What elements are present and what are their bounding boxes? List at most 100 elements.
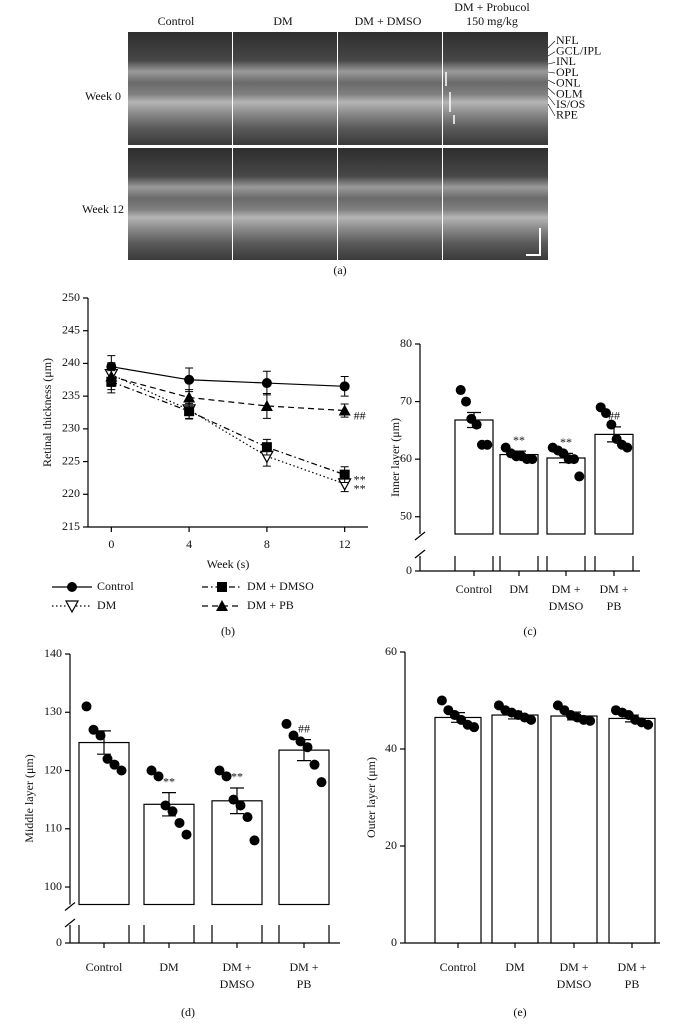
bar (434, 716, 482, 944)
data-point (102, 753, 113, 764)
bar (454, 419, 494, 535)
significance-label: ** (231, 770, 243, 784)
bar (143, 803, 195, 906)
layer-label: INL (556, 54, 576, 68)
data-point (116, 765, 127, 776)
data-point (95, 730, 106, 741)
significance-label: ** (560, 435, 572, 449)
y-tick-label: 0 (391, 935, 397, 949)
legend-marker (64, 600, 80, 614)
layer-label: RPE (556, 108, 578, 122)
y-tick-label: 120 (44, 762, 62, 776)
data-point (242, 812, 253, 823)
layer-leader (547, 51, 556, 57)
legend-item: DM (52, 598, 117, 614)
marker (260, 399, 273, 411)
bar (278, 749, 330, 906)
legend-item: Control (52, 579, 134, 593)
data-point (316, 777, 327, 788)
layer-label: OLM (556, 86, 583, 100)
layer-label: IS/OS (556, 97, 585, 111)
x-tick-label: DM + (289, 960, 318, 974)
panel-caption: (b) (221, 624, 235, 638)
x-tick-label: 4 (186, 537, 192, 551)
x-tick-label: DM + (617, 960, 646, 974)
x-tick-label: PB (607, 599, 622, 613)
x-tick-label: DM (159, 960, 179, 974)
data-point (302, 742, 313, 753)
y-tick-label: 130 (44, 704, 62, 718)
y-tick-label: 110 (44, 821, 62, 835)
layer-leader (547, 95, 556, 106)
significance-label: ** (513, 433, 525, 447)
bar-base (499, 556, 539, 571)
layer-label: NFL (556, 33, 579, 47)
legend-label: DM (97, 598, 117, 612)
layer-label: OPL (556, 65, 579, 79)
data-point (574, 471, 585, 482)
x-tick-label: 8 (264, 537, 270, 551)
y-tick-label: 250 (62, 290, 80, 304)
x-tick-label: DM + (599, 582, 628, 596)
bar-base (143, 925, 195, 943)
data-point (153, 771, 164, 782)
data-point (221, 771, 232, 782)
marker (184, 374, 195, 385)
legend-marker (216, 600, 228, 611)
marker (339, 469, 350, 480)
data-point (526, 714, 537, 725)
layer-label: ONL (556, 76, 581, 90)
legend-item: DM + DMSO (202, 579, 314, 593)
axis-break (64, 918, 76, 928)
layer-label: GCL/IPL (556, 43, 601, 57)
x-tick-label: DM + (559, 960, 588, 974)
significance-label: ** (163, 774, 175, 788)
y-tick-label: 240 (62, 355, 80, 369)
data-point (436, 695, 447, 706)
y-tick-label: 50 (400, 508, 412, 522)
marker (339, 381, 350, 392)
y-tick-label: 235 (62, 388, 80, 402)
y-tick-label: 40 (385, 741, 397, 755)
y-axis-label: Inner layer (μm) (388, 418, 402, 497)
oct-image (338, 32, 442, 145)
data-point (235, 800, 246, 811)
marker (261, 442, 272, 453)
layer-leader (547, 79, 556, 85)
data-point (622, 442, 633, 453)
y-tick-label: 140 (44, 646, 62, 660)
legend-label: Control (97, 579, 134, 593)
column-label: DM (273, 14, 293, 28)
bar-base (211, 925, 263, 943)
y-tick-label: 220 (62, 486, 80, 500)
data-point (160, 800, 171, 811)
x-tick-label: Control (86, 960, 123, 974)
x-tick-label: DM (509, 582, 529, 596)
x-tick-label: PB (297, 977, 312, 991)
layer-leader (547, 103, 556, 117)
data-point (482, 439, 493, 450)
x-tick-label: DM + (222, 960, 251, 974)
data-point (601, 408, 612, 419)
significance-label: ** (354, 482, 366, 496)
y-tick-label: 60 (385, 644, 397, 658)
data-point (249, 835, 260, 846)
panel-caption: (d) (181, 1005, 195, 1019)
layer-leader (547, 62, 556, 65)
oct-image (128, 148, 232, 260)
axis-break (414, 531, 426, 541)
oct-image (128, 32, 232, 145)
data-point (309, 759, 320, 770)
x-tick-label: Control (456, 582, 493, 596)
x-tick-label: DMSO (549, 599, 584, 613)
x-tick-label: 12 (339, 537, 351, 551)
legend-marker (217, 582, 227, 592)
legend-item: DM + PB (202, 598, 294, 612)
y-tick-label: 0 (406, 563, 412, 577)
bar (491, 714, 539, 944)
x-tick-label: Control (440, 960, 477, 974)
y-tick-label: 60 (400, 451, 412, 465)
row-label: Week 12 (82, 202, 124, 216)
